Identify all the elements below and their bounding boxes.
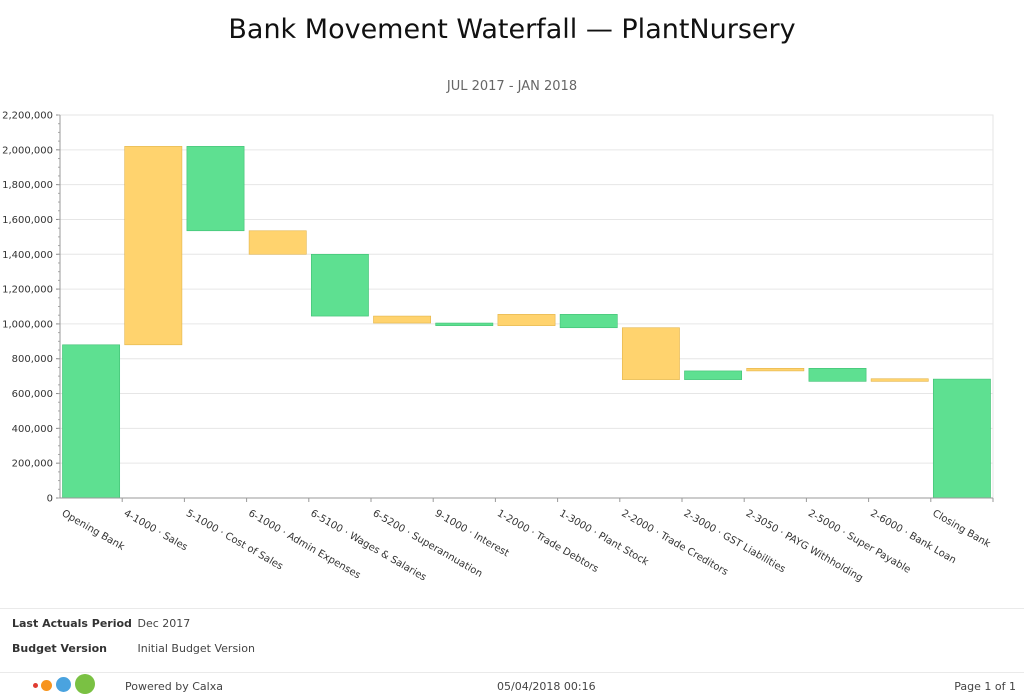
waterfall-bar xyxy=(124,146,183,346)
waterfall-bar xyxy=(870,378,929,382)
bars xyxy=(62,146,991,499)
logo-dot-icon xyxy=(56,677,71,692)
y-tick-label: 1,600,000 xyxy=(2,215,53,226)
chart-subtitle: JUL 2017 - JAN 2018 xyxy=(446,79,578,94)
y-axis: 0 200,000 400,000 600,000 800,000 1,000,000 1,… xyxy=(2,111,61,505)
x-tick-label: 2-3050 · PAYG Withholding xyxy=(744,508,865,584)
waterfall-bar xyxy=(621,327,680,380)
x-tick-label: 1-2000 · Trade Debtors xyxy=(495,508,600,575)
x-tick-label: 6-5200 · Superannuation xyxy=(371,508,484,580)
footer: Powered by Calxa 05/04/2018 00:16 Page 1… xyxy=(0,672,1024,696)
waterfall-chart: 0 200,000 400,000 600,000 800,000 1,000,000 1,… xyxy=(2,111,994,584)
y-tick-label: 1,200,000 xyxy=(2,285,53,296)
waterfall-bar xyxy=(248,230,307,255)
logo-dot-icon xyxy=(33,683,38,688)
logo-dot-icon xyxy=(41,680,52,691)
waterfall-bar xyxy=(435,322,494,326)
info-value: Initial Budget Version xyxy=(137,642,255,655)
y-tick-label: 1,400,000 xyxy=(2,250,53,261)
y-tick-label: 1,000,000 xyxy=(2,319,53,330)
x-tick-label: Closing Bank xyxy=(930,508,992,550)
waterfall-bar xyxy=(310,253,369,317)
info-value: Dec 2017 xyxy=(137,617,191,630)
info-label: Last Actuals Period xyxy=(12,617,132,630)
x-tick-label: 2-3000 · GST Liabilities xyxy=(682,508,788,575)
waterfall-bar xyxy=(808,368,867,382)
waterfall-bar xyxy=(373,315,432,324)
info-row-budget: Budget Version Initial Budget Version xyxy=(12,642,255,655)
waterfall-bar xyxy=(932,378,991,499)
waterfall-bar xyxy=(559,314,618,329)
waterfall-bar xyxy=(746,368,805,372)
powered-by-text: Powered by Calxa xyxy=(125,680,223,693)
page-number: Page 1 of 1 xyxy=(954,680,1016,693)
x-tick-label: Opening Bank xyxy=(60,508,127,553)
y-tick-label: 2,000,000 xyxy=(2,145,53,156)
y-tick-label: 1,800,000 xyxy=(2,180,53,191)
x-tick-label: 2-5000 · Super Payable xyxy=(806,508,912,576)
info-label: Budget Version xyxy=(12,642,108,655)
gridlines xyxy=(59,114,994,499)
y-tick-label: 200,000 xyxy=(12,459,53,470)
timestamp: 05/04/2018 00:16 xyxy=(497,680,596,693)
report-info: Last Actuals Period Dec 2017 Budget Vers… xyxy=(0,608,1024,661)
x-tick-label: 2-2000 · Trade Creditors xyxy=(619,508,729,578)
waterfall-bar xyxy=(62,344,121,499)
y-tick-label: 800,000 xyxy=(12,354,53,365)
y-tick-label: 0 xyxy=(47,494,53,505)
x-tick-label: 6-5100 · Wages & Salaries xyxy=(308,508,428,583)
x-tick-label: 6-1000 · Admin Expenses xyxy=(246,508,362,581)
y-tick-label: 2,200,000 xyxy=(2,111,53,122)
waterfall-bar xyxy=(497,314,556,326)
waterfall-bar xyxy=(684,370,743,380)
y-tick-label: 400,000 xyxy=(12,424,53,435)
x-tick-label: 4-1000 · Sales xyxy=(122,508,189,553)
y-tick-label: 600,000 xyxy=(12,389,53,400)
logo-dot-icon xyxy=(75,674,95,694)
chart-title: Bank Movement Waterfall — PlantNursery xyxy=(228,14,796,45)
info-row-actuals: Last Actuals Period Dec 2017 xyxy=(12,617,190,630)
waterfall-bar xyxy=(186,146,245,232)
